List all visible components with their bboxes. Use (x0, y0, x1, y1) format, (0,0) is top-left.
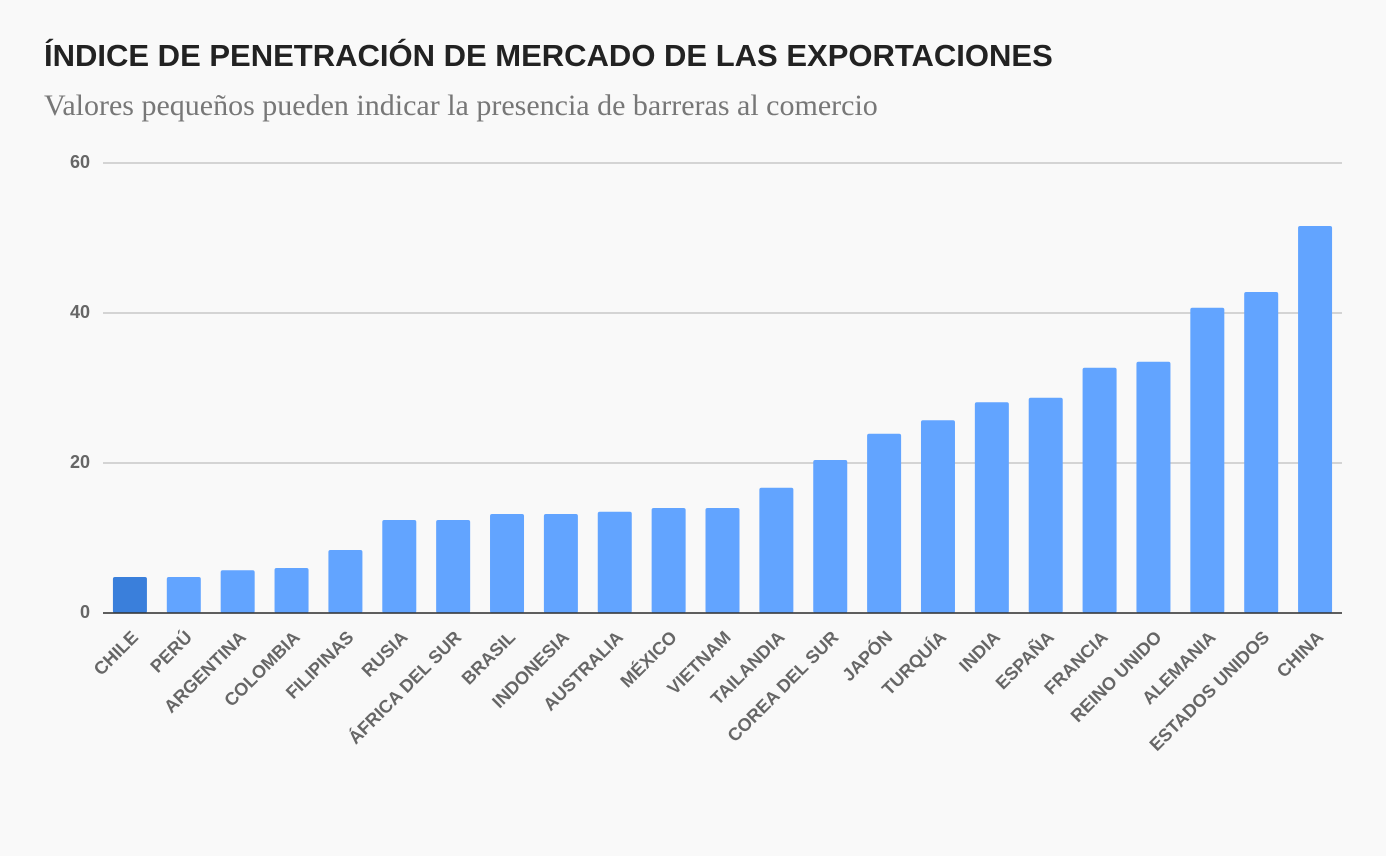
bar (382, 520, 417, 613)
bar (328, 550, 363, 613)
bar (490, 514, 525, 613)
bar (597, 511, 632, 613)
chart-subtitle: Valores pequeños pueden indicar la prese… (44, 89, 878, 122)
bar (543, 514, 578, 613)
bar (1244, 292, 1279, 613)
y-tick-label: 40 (70, 302, 90, 322)
bar (705, 508, 740, 613)
y-tick-label: 60 (70, 152, 90, 172)
bar (1082, 367, 1117, 613)
bar (1028, 397, 1063, 613)
bar (1136, 361, 1171, 613)
bar (759, 487, 794, 613)
bar (166, 577, 201, 613)
bar (867, 433, 902, 613)
bar (274, 568, 309, 613)
bar (1190, 307, 1225, 613)
bar (974, 402, 1009, 613)
bar (112, 577, 147, 613)
chart-title: ÍNDICE DE PENETRACIÓN DE MERCADO DE LAS … (44, 37, 1053, 73)
bar (436, 520, 471, 613)
bar (220, 570, 255, 613)
bar (813, 460, 848, 613)
bar (651, 508, 686, 613)
y-tick-label: 0 (80, 602, 90, 622)
bar (920, 420, 955, 613)
bar (1298, 226, 1333, 613)
y-tick-label: 20 (70, 452, 90, 472)
